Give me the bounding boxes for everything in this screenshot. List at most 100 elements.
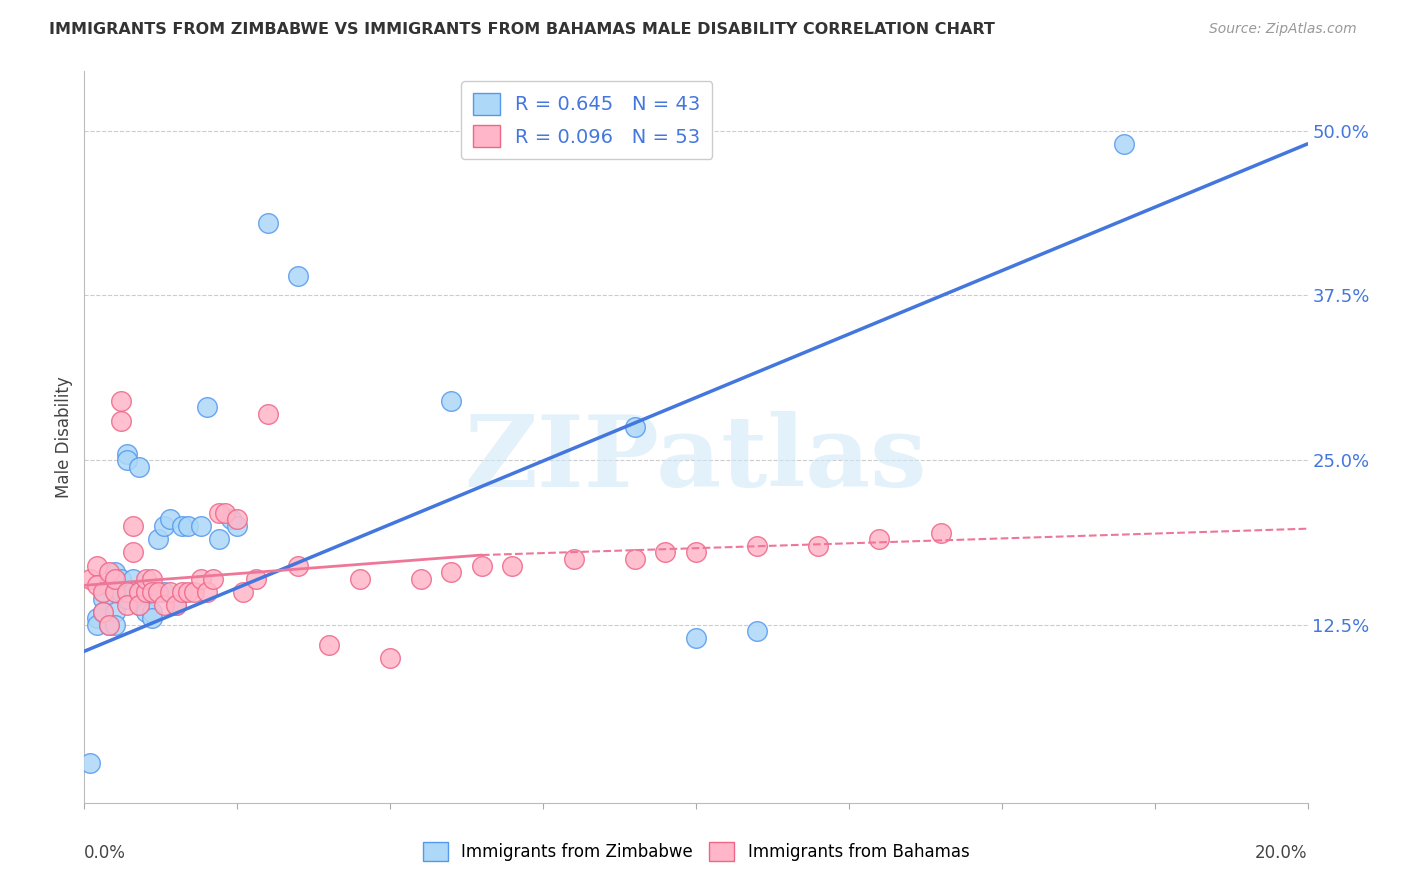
Point bbox=[440, 393, 463, 408]
Point bbox=[190, 519, 212, 533]
Point bbox=[183, 585, 205, 599]
Point bbox=[122, 545, 145, 559]
Point bbox=[318, 638, 340, 652]
Point bbox=[380, 650, 402, 665]
Point bbox=[86, 611, 108, 625]
Point bbox=[153, 519, 176, 533]
Text: 0.0%: 0.0% bbox=[84, 844, 127, 862]
Point bbox=[146, 585, 169, 599]
Point bbox=[349, 572, 371, 586]
Point bbox=[91, 585, 114, 599]
Point bbox=[232, 585, 254, 599]
Point bbox=[104, 572, 127, 586]
Point bbox=[115, 591, 138, 606]
Point bbox=[122, 572, 145, 586]
Point bbox=[135, 605, 157, 619]
Point bbox=[165, 598, 187, 612]
Point bbox=[79, 756, 101, 771]
Point bbox=[172, 519, 194, 533]
Point bbox=[128, 585, 150, 599]
Point bbox=[159, 512, 181, 526]
Point bbox=[440, 565, 463, 579]
Text: ZIPatlas: ZIPatlas bbox=[465, 410, 927, 508]
Point bbox=[195, 401, 218, 415]
Point bbox=[115, 585, 138, 599]
Point bbox=[208, 506, 231, 520]
Y-axis label: Male Disability: Male Disability bbox=[55, 376, 73, 498]
Point bbox=[245, 572, 267, 586]
Point bbox=[86, 558, 108, 573]
Point bbox=[471, 558, 494, 573]
Point bbox=[219, 512, 242, 526]
Point bbox=[685, 545, 707, 559]
Point bbox=[195, 585, 218, 599]
Point bbox=[190, 572, 212, 586]
Point bbox=[562, 552, 585, 566]
Point bbox=[115, 598, 138, 612]
Point bbox=[79, 572, 101, 586]
Point bbox=[104, 585, 127, 599]
Point bbox=[141, 611, 163, 625]
Point bbox=[226, 519, 249, 533]
Point bbox=[91, 591, 114, 606]
Point bbox=[869, 533, 891, 547]
Point bbox=[201, 572, 224, 586]
Point bbox=[115, 453, 138, 467]
Point bbox=[97, 618, 120, 632]
Point bbox=[97, 565, 120, 579]
Point bbox=[97, 618, 120, 632]
Point bbox=[141, 572, 163, 586]
Point bbox=[159, 585, 181, 599]
Point bbox=[115, 446, 138, 460]
Point bbox=[122, 519, 145, 533]
Point bbox=[685, 631, 707, 645]
Point bbox=[624, 552, 647, 566]
Point bbox=[747, 624, 769, 639]
Point bbox=[1114, 136, 1136, 151]
Point bbox=[122, 585, 145, 599]
Point bbox=[502, 558, 524, 573]
Point bbox=[110, 414, 132, 428]
Point bbox=[110, 585, 132, 599]
Point bbox=[91, 585, 114, 599]
Point bbox=[141, 585, 163, 599]
Point bbox=[929, 525, 952, 540]
Point bbox=[409, 572, 432, 586]
Point bbox=[135, 572, 157, 586]
Point bbox=[177, 585, 200, 599]
Point bbox=[128, 459, 150, 474]
Point bbox=[214, 506, 236, 520]
Point bbox=[654, 545, 676, 559]
Point bbox=[104, 565, 127, 579]
Point bbox=[287, 558, 309, 573]
Point bbox=[747, 539, 769, 553]
Legend: R = 0.645   N = 43, R = 0.096   N = 53: R = 0.645 N = 43, R = 0.096 N = 53 bbox=[461, 81, 713, 159]
Point bbox=[153, 585, 176, 599]
Point bbox=[146, 533, 169, 547]
Text: IMMIGRANTS FROM ZIMBABWE VS IMMIGRANTS FROM BAHAMAS MALE DISABILITY CORRELATION : IMMIGRANTS FROM ZIMBABWE VS IMMIGRANTS F… bbox=[49, 22, 995, 37]
Point bbox=[104, 605, 127, 619]
Point bbox=[91, 605, 114, 619]
Point bbox=[135, 585, 157, 599]
Point bbox=[172, 585, 194, 599]
Point bbox=[104, 618, 127, 632]
Point bbox=[153, 598, 176, 612]
Point bbox=[110, 572, 132, 586]
Point bbox=[624, 420, 647, 434]
Point bbox=[165, 598, 187, 612]
Point bbox=[91, 605, 114, 619]
Point bbox=[97, 578, 120, 592]
Text: 20.0%: 20.0% bbox=[1256, 844, 1308, 862]
Text: Source: ZipAtlas.com: Source: ZipAtlas.com bbox=[1209, 22, 1357, 37]
Point bbox=[177, 519, 200, 533]
Point bbox=[128, 598, 150, 612]
Point bbox=[287, 268, 309, 283]
Point bbox=[86, 578, 108, 592]
Point bbox=[141, 605, 163, 619]
Point bbox=[208, 533, 231, 547]
Point bbox=[110, 393, 132, 408]
Point bbox=[135, 585, 157, 599]
Point bbox=[86, 618, 108, 632]
Point bbox=[257, 216, 280, 230]
Point bbox=[257, 407, 280, 421]
